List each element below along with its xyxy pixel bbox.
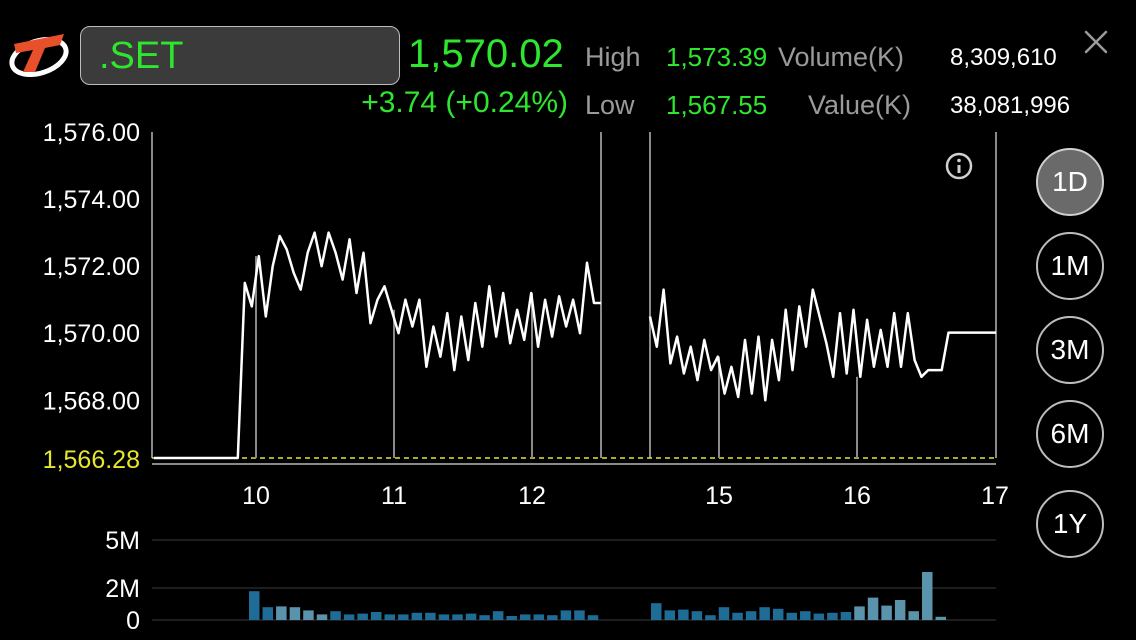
volume-bar [813,613,825,620]
volume-bar [249,591,260,620]
volume-tick-label: 5M [105,527,140,555]
x-tick-label: 16 [843,482,871,510]
info-icon[interactable] [945,152,973,180]
value-label: Value(K) [808,90,912,120]
volume-bar [867,597,879,620]
volume-bar [664,610,676,620]
volume-bar [330,611,341,620]
x-tick-label: 12 [518,482,546,510]
price-series-line [154,231,601,460]
broker-logo-icon [9,34,69,78]
high-value: 1,573.39 [666,42,768,72]
range-button-1y[interactable]: 1Y [1036,490,1104,558]
range-button-6m[interactable]: 6M [1036,400,1104,468]
x-tick-label: 11 [381,482,407,510]
y-tick-label: 1,568.00 [43,387,140,415]
volume-bar [651,603,662,620]
volume-bar [772,608,784,620]
volume-bar [479,615,490,620]
volume-bar [357,613,368,620]
volume-bar [289,607,301,620]
volume-bar [881,605,892,620]
y-tick-label: 1,570.00 [43,320,140,348]
price-chart: 1,576.00 1,574.00 1,572.00 1,570.00 1,568.00… [43,119,1009,635]
symbol-search-input[interactable]: .SET [80,26,400,85]
low-value: 1,567.55 [666,90,768,120]
volume-label: Volume(K) [778,42,905,72]
volume-bar [935,616,947,620]
symbol-text: .SET [99,35,184,77]
volume-bar [786,612,797,620]
high-label: High [585,42,641,72]
volume-tick-label: 2M [105,575,140,603]
volume-bar [520,614,531,620]
volume-bar [276,606,287,620]
volume-bar [718,607,730,620]
volume-bar [560,610,572,620]
volume-bar [533,614,545,620]
volume-bar [384,614,395,620]
volume-bar [691,611,703,620]
close-icon[interactable] [1080,26,1112,58]
volume-bar [800,611,811,620]
x-tick-label: 17 [981,482,1009,510]
x-tick-label: 10 [242,482,270,510]
volume-tick-label: 0 [126,607,140,635]
volume-bar [411,612,423,620]
volume-bar [262,607,274,620]
value-value: 38,081,996 [950,92,1071,119]
volume-bar [922,572,933,620]
y-tick-label: 1,576.00 [43,119,140,147]
volume-bar [759,607,770,620]
volume-bar [705,615,716,620]
volume-bar [370,612,382,620]
volume-bar [303,610,314,620]
volume-bar [854,606,865,620]
volume-bar [425,612,436,620]
volume-bar [827,612,838,620]
volume-bar [840,612,852,620]
volume-bar [745,611,757,620]
low-label: Low [585,90,635,120]
y-tick-label: 1,574.00 [43,186,140,214]
x-tick-label: 15 [705,482,733,510]
volume-value: 8,309,610 [950,44,1057,71]
range-button-1d[interactable]: 1D [1036,148,1104,216]
volume-bar [452,614,463,620]
volume-bar [438,614,450,620]
last-price: 1,570.02 [408,32,564,76]
volume-bar [574,610,585,620]
price-change: +3.74 (+0.24%) [361,86,568,119]
prev-close-label: 1,566.28 [43,446,140,474]
range-button-3m[interactable]: 3M [1036,316,1104,384]
volume-bar [343,614,355,620]
volume-bar [465,613,477,620]
volume-bar [316,614,328,620]
volume-bar [506,616,517,620]
volume-bar [492,611,504,620]
range-button-1m[interactable]: 1M [1036,232,1104,300]
volume-bar [908,611,919,620]
volume-bar [894,600,906,620]
y-tick-label: 1,572.00 [43,253,140,281]
volume-bar [547,615,558,620]
volume-bar [732,612,743,620]
volume-bar [398,614,409,620]
volume-bar [678,609,689,620]
volume-bar [587,615,599,620]
price-series-line [648,288,996,402]
